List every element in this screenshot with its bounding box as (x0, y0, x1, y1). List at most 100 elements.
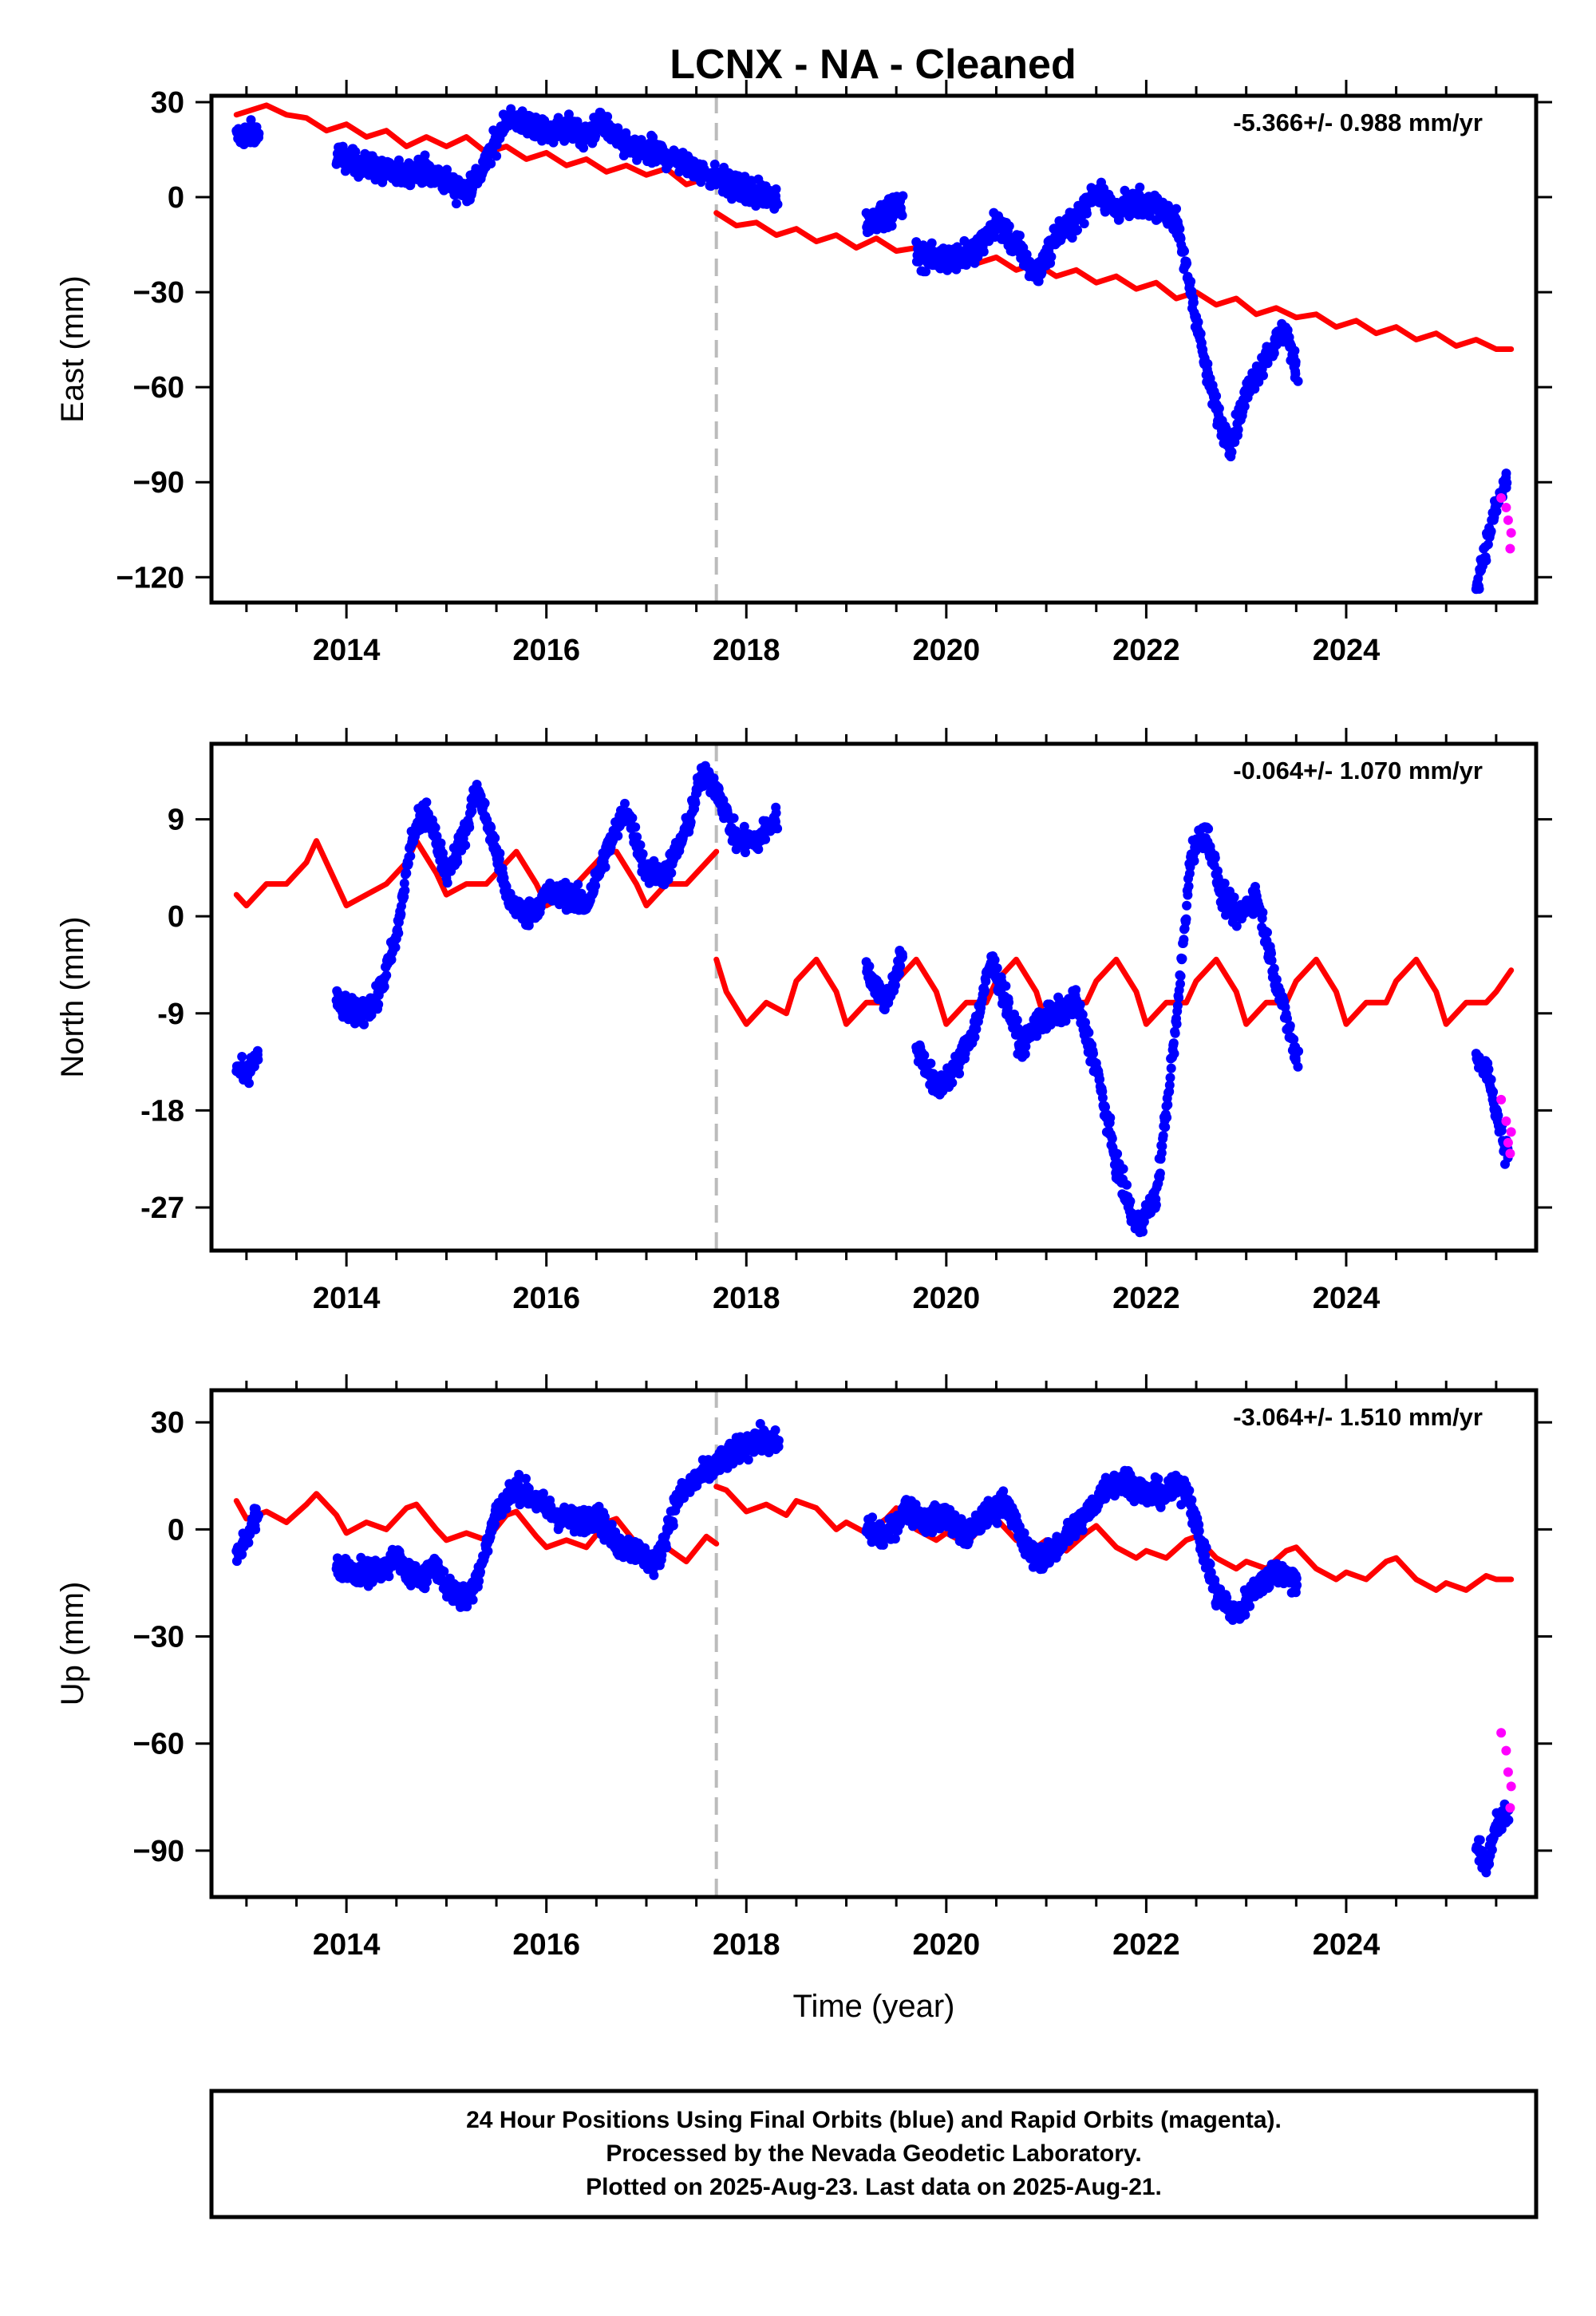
north-final-orbit-point (1158, 1131, 1168, 1140)
north-final-orbit-point (1182, 900, 1192, 911)
east-rapid-orbit-point (1503, 515, 1513, 525)
north-x-tick-label: 2020 (913, 1282, 981, 1315)
north-final-orbit-point (1165, 1073, 1175, 1083)
north-final-orbit-point (1032, 1031, 1042, 1041)
north-final-orbit-point (1172, 1001, 1183, 1011)
north-final-orbit-point (1163, 1100, 1173, 1110)
east-plot-frame (209, 93, 1539, 605)
east-final-orbit-point (1175, 223, 1185, 234)
north-final-orbit-point (1004, 998, 1014, 1007)
east-final-orbit-point (486, 159, 496, 168)
east-final-orbit-point (978, 247, 989, 257)
north-final-orbit-point (359, 1019, 369, 1030)
east-final-orbit-point (921, 267, 931, 277)
north-x-tick-label: 2016 (512, 1282, 580, 1315)
north-final-orbit-point (442, 878, 452, 888)
up-final-orbit-point (474, 1576, 484, 1587)
north-final-orbit-point (430, 823, 440, 833)
north-final-orbit-point (1160, 1122, 1171, 1132)
north-final-orbit-point (770, 816, 780, 827)
north-final-orbit-point (890, 980, 900, 990)
north-final-orbit-point (1181, 914, 1191, 924)
east-final-orbit-point (442, 164, 452, 175)
north-final-orbit-point (1001, 981, 1011, 991)
east-y-tick-label: −60 (133, 371, 184, 405)
up-final-orbit-point (668, 1520, 678, 1531)
east-y-axis-label: East (mm) (55, 275, 90, 422)
north-final-orbit-point (1118, 1164, 1128, 1174)
north-final-orbit-point (1219, 878, 1230, 888)
east-y-tick-label: −90 (133, 466, 184, 500)
north-final-orbit-point (1105, 1113, 1116, 1123)
east-final-orbit-point (1135, 182, 1145, 192)
north-x-tick-label: 2018 (713, 1282, 780, 1315)
north-final-orbit-point (1097, 1093, 1108, 1103)
north-final-orbit-point (1271, 974, 1282, 985)
north-final-orbit-point (666, 868, 677, 878)
north-final-orbit-point (393, 928, 404, 939)
east-final-orbit-point (1282, 325, 1293, 335)
east-y-tick-label: 30 (151, 86, 184, 120)
east-final-orbit-point (1290, 346, 1300, 356)
north-final-orbit-point (1171, 1019, 1182, 1030)
east-x-tick-label: 2016 (512, 634, 580, 667)
east-final-orbit-point (492, 151, 502, 161)
north-x-tick-label: 2022 (1112, 1282, 1180, 1315)
north-final-orbit-point (436, 838, 446, 848)
north-final-orbit-point (1095, 1074, 1105, 1085)
figure-title: LCNX - NA - Cleaned (670, 41, 1076, 88)
east-final-orbit-point (1193, 317, 1203, 327)
north-final-orbit-point (1071, 985, 1081, 995)
north-final-orbit-point (894, 969, 904, 979)
east-final-orbit-points (231, 104, 1512, 595)
north-final-orbit-point (771, 808, 781, 818)
east-model-segment-1 (713, 210, 1515, 352)
up-final-orbit-point (490, 1520, 500, 1529)
east-rapid-orbit-point (1496, 493, 1507, 504)
north-final-orbit-point (486, 822, 496, 832)
north-final-orbit-point (379, 982, 389, 992)
north-final-orbit-point (685, 817, 696, 828)
north-final-orbit-point (1183, 881, 1194, 891)
north-final-orbit-point (1162, 1113, 1172, 1123)
east-rapid-orbit-points (1496, 493, 1516, 554)
north-final-orbit-point (1210, 853, 1220, 863)
north-final-orbit-point (1170, 1028, 1180, 1038)
panel-up: 2014 2016 2018 2020 2022 2024 300−30−60−90 Up… (55, 1374, 1552, 2024)
north-final-orbit-point (1021, 1041, 1031, 1052)
north-final-orbit-point (1486, 1074, 1496, 1085)
north-final-orbit-point (1122, 1180, 1132, 1190)
up-final-orbit-point (649, 1570, 659, 1580)
north-final-orbit-point (1262, 927, 1272, 938)
north-final-orbit-point (1483, 1065, 1494, 1074)
north-rapid-orbit-point (1496, 1094, 1507, 1105)
east-final-orbit-point (1502, 478, 1512, 488)
east-final-orbit-point (648, 132, 658, 142)
north-final-orbit-point (992, 963, 1002, 974)
east-final-orbit-point (1171, 204, 1181, 214)
north-final-orbit-point (1168, 1038, 1179, 1049)
east-final-orbit-point (579, 143, 589, 153)
north-final-orbit-point (1189, 856, 1199, 866)
north-final-orbit-point (1107, 1133, 1117, 1144)
east-final-orbit-point (1186, 276, 1196, 287)
north-final-orbit-point (1293, 1061, 1303, 1072)
north-final-orbit-point (864, 961, 875, 971)
up-final-orbit-point (521, 1473, 531, 1484)
east-rapid-orbit-point (1505, 543, 1515, 554)
north-y-axis-label: North (mm) (55, 916, 90, 1077)
north-final-orbit-point (1075, 1000, 1085, 1010)
north-final-orbit-point (1169, 1049, 1179, 1059)
north-final-orbit-point (1125, 1196, 1136, 1207)
north-final-orbit-point (635, 840, 646, 850)
north-final-orbit-point (1157, 1141, 1167, 1152)
east-final-orbit-point (1474, 584, 1484, 594)
up-final-orbit-points (231, 1419, 1514, 1878)
north-final-orbit-point (1112, 1148, 1123, 1159)
north-model-line (233, 838, 1515, 1027)
north-y-tick-label: 9 (168, 804, 184, 837)
north-final-orbit-point (373, 999, 384, 1010)
up-final-orbit-point (514, 1469, 524, 1480)
north-final-orbit-point (627, 813, 638, 823)
